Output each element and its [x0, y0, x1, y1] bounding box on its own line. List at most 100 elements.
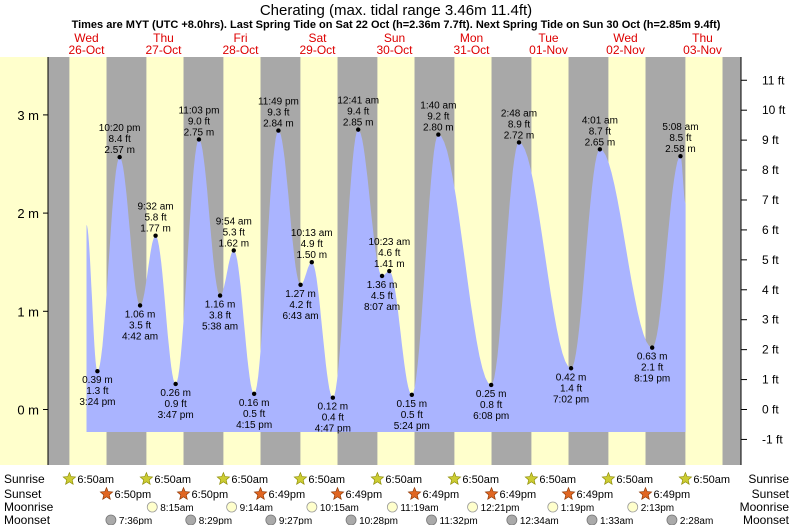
moonset-time: 10:28pm [359, 516, 398, 525]
day-date: 26-Oct [68, 43, 105, 57]
moonrise-time: 2:13pm [641, 503, 674, 514]
tide-height-m: 0.42 m [556, 372, 587, 383]
tide-height-m: 0.26 m [160, 388, 191, 399]
tide-height-m: 1.41 m [374, 259, 405, 270]
tide-height-m: 1.16 m [205, 300, 236, 311]
tide-point [309, 260, 314, 265]
moonset-icon [506, 514, 518, 525]
moonset-icon [345, 514, 357, 525]
day-of-week: Mon [460, 31, 483, 45]
sunrise-icon [293, 471, 308, 485]
tide-point [387, 268, 392, 274]
sunrise-label-right: Sunrise [748, 472, 789, 486]
tide-time: 9:32 am [138, 202, 174, 213]
tide-height-ft: 5.8 ft [144, 213, 166, 224]
moonrise-time: 10:15am [320, 503, 359, 514]
tide-time: 10:23 am [368, 237, 410, 248]
tide-time: 1:40 am [420, 101, 456, 112]
tide-height-ft: 0.9 ft [165, 399, 187, 410]
tide-point [173, 381, 178, 387]
moonrise-time: 11:19am [400, 503, 438, 514]
tide-height-ft: 4.9 ft [301, 239, 323, 250]
m-tick-label: 3 m [17, 108, 39, 123]
tide-height-m: 2.57 m [104, 145, 135, 156]
tide-point [153, 233, 158, 238]
moonset-icon [586, 514, 598, 525]
tide-point [355, 127, 361, 132]
sunset-icon [99, 486, 114, 500]
day-of-week: Wed [613, 31, 637, 45]
sunrise-icon [601, 471, 616, 485]
tide-height-m: 0.25 m [476, 389, 507, 400]
moonrise-time: 12:21pm [481, 503, 520, 514]
day-date: 31-Oct [453, 43, 490, 57]
day-of-week: Thu [153, 31, 174, 45]
sunrise-time: 6:50am [77, 474, 114, 486]
tide-point [251, 391, 257, 396]
m-tick-label: 2 m [17, 206, 39, 221]
day-of-week: Fri [234, 31, 248, 45]
tide-height-m: 2.58 m [665, 144, 696, 155]
sunset-time: 6:49pm [269, 489, 306, 501]
tide-point [436, 132, 441, 137]
sunset-time: 6:50pm [115, 489, 152, 501]
ft-tick-label: 10 ft [762, 103, 786, 117]
tide-height-ft: 9.0 ft [188, 116, 210, 127]
tide-time: 6:43 am [282, 311, 318, 322]
tide-point [678, 153, 683, 159]
tide-height-m: 0.12 m [318, 402, 349, 413]
moonset-time: 11:32pm [440, 516, 478, 525]
sunset-label-left: Sunset [4, 487, 42, 501]
sunrise-label-left: Sunrise [4, 472, 45, 486]
tide-point [379, 273, 385, 279]
sunrise-icon [370, 471, 385, 485]
tide-height-m: 2.72 m [504, 130, 535, 141]
tide-height-m: 2.80 m [423, 123, 454, 134]
day-of-week: Wed [74, 31, 98, 45]
ft-tick-label: 0 ft [762, 403, 779, 417]
tide-height-ft: 0.4 ft [322, 413, 344, 424]
sunset-time: 6:49pm [500, 489, 537, 501]
day-date: 30-Oct [376, 43, 413, 57]
tide-height-ft: 0.5 ft [401, 410, 423, 421]
sunrise-time: 6:50am [693, 474, 730, 486]
sunset-icon [484, 486, 499, 500]
tide-height-ft: 8.5 ft [669, 133, 691, 144]
tide-point [196, 137, 202, 142]
moonrise-icon [386, 501, 398, 513]
tide-height-m: 2.65 m [585, 137, 616, 148]
ft-tick-label: 1 ft [762, 373, 779, 387]
ft-tick-label: 7 ft [762, 193, 779, 207]
moonrise-icon [146, 501, 158, 513]
sunrise-time: 6:50am [616, 474, 653, 486]
tide-area [86, 129, 686, 432]
tide-time: 10:13 am [291, 228, 333, 239]
tide-point [137, 303, 143, 308]
tide-height-ft: 1.4 ft [560, 383, 582, 394]
tide-time: 4:47 pm [315, 424, 351, 435]
moonset-time: 1:33am [600, 516, 633, 525]
tide-point [409, 392, 415, 397]
sunset-label-right: Sunset [752, 487, 790, 501]
tide-height-m: 0.15 m [397, 399, 428, 410]
tide-point [231, 248, 236, 253]
tide-point [516, 140, 522, 145]
ft-tick-label: 9 ft [762, 133, 779, 147]
ft-tick-label: 5 ft [762, 253, 779, 267]
day-date: 01-Nov [529, 43, 568, 57]
tide-point [488, 382, 494, 388]
moonrise-time: 1:19pm [561, 503, 594, 514]
tide-time: 8:07 am [364, 302, 400, 313]
tide-point [298, 282, 303, 287]
left-margin-band [0, 57, 48, 465]
tide-time: 11:49 pm [258, 97, 299, 108]
left-axis: 0 m 1 m 2 m 3 m [17, 57, 49, 465]
day-date: 28-Oct [222, 43, 259, 57]
moonrise-time: 9:14am [240, 503, 273, 514]
day-date: 03-Nov [683, 43, 722, 57]
tide-time: 3:47 pm [158, 410, 194, 421]
day-date: 29-Oct [299, 43, 336, 57]
sunset-time: 6:49pm [423, 489, 460, 501]
tide-point [568, 366, 574, 371]
tide-height-ft: 1.3 ft [86, 386, 108, 397]
